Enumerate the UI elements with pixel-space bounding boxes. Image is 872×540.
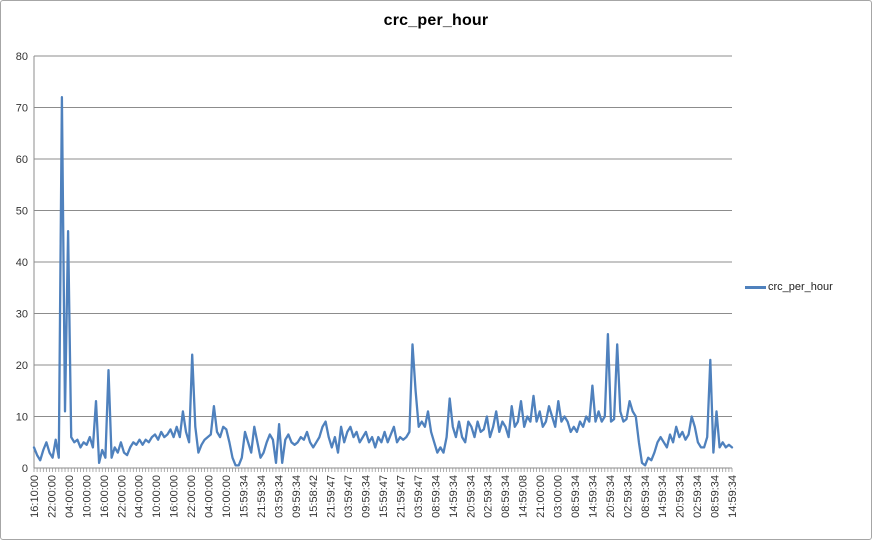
- x-axis-tick-label: 21:59:47: [395, 475, 407, 518]
- x-axis-tick-label: 04:00:00: [64, 475, 76, 518]
- x-axis-tick-label: 16:10:00: [29, 475, 41, 518]
- y-axis-tick-label: 40: [16, 257, 28, 269]
- x-axis-tick-label: 10:00:00: [81, 475, 93, 518]
- x-axis-tick-label: 03:59:47: [343, 475, 355, 518]
- legend-line-swatch: [745, 285, 766, 289]
- x-axis-tick-label: 09:59:34: [291, 475, 303, 518]
- x-axis-tick-label: 14:59:34: [657, 475, 669, 518]
- x-axis-tick-label: 21:59:47: [326, 475, 338, 518]
- x-axis-tick-label: 03:00:00: [553, 475, 565, 518]
- x-axis-tick-label: 16:00:00: [99, 475, 111, 518]
- x-axis-tick-label: 21:00:00: [535, 475, 547, 518]
- chart-title: crc_per_hour: [383, 12, 489, 29]
- y-axis-tick-label: 50: [16, 206, 28, 218]
- x-axis-tick-label: 14:59:08: [518, 475, 530, 518]
- x-axis-tick-label: 02:59:34: [483, 475, 495, 518]
- x-axis-tick-label: 02:59:34: [622, 475, 634, 518]
- y-axis-tick-label: 60: [16, 154, 28, 166]
- x-axis-tick-label: 21:59:34: [256, 475, 268, 518]
- x-axis-tick-label: 20:59:34: [605, 475, 617, 518]
- y-axis-tick-label: 20: [16, 360, 28, 372]
- x-axis-tick-label: 08:59:34: [710, 475, 722, 518]
- x-axis-tick-label: 16:00:00: [169, 475, 181, 518]
- x-axis-tick-label: 20:59:34: [675, 475, 687, 518]
- y-axis-tick-label: 10: [16, 412, 28, 424]
- x-axis-tick-label: 08:59:34: [640, 475, 652, 518]
- x-axis-tick-label: 15:59:47: [378, 475, 390, 518]
- y-axis-tick-label: 0: [22, 463, 28, 475]
- x-axis-tick-label: 14:59:34: [587, 475, 599, 518]
- x-axis-tick-label: 22:00:00: [186, 475, 198, 518]
- series-line[interactable]: [32, 96, 734, 467]
- x-axis-tick-label: 10:00:00: [151, 475, 163, 518]
- legend-label: crc_per_hour: [768, 281, 833, 293]
- x-axis-tick-label: 08:59:34: [570, 475, 582, 518]
- x-axis-tick-label: 20:59:34: [465, 475, 477, 518]
- x-axis-tick-label: 08:59:34: [500, 475, 512, 518]
- y-axis-tick-label: 30: [16, 309, 28, 321]
- x-axis-tick-label: 08:59:34: [430, 475, 442, 518]
- x-axis-tick-label: 14:59:34: [448, 475, 460, 518]
- x-axis-tick-label: 14:59:34: [727, 475, 739, 518]
- x-axis-tick-label: 02:59:34: [692, 475, 704, 518]
- x-axis-tick-label: 03:59:47: [413, 475, 425, 518]
- x-axis-tick-label: 10:00:00: [221, 475, 233, 518]
- x-axis-tick-label: 15:59:34: [238, 475, 250, 518]
- y-axis-tick-label: 80: [16, 51, 28, 63]
- x-axis-tick-label: 22:00:00: [47, 475, 59, 518]
- x-axis-tick-label: 04:00:00: [134, 475, 146, 518]
- legend[interactable]: crc_per_hour: [745, 281, 833, 293]
- x-axis-tick-label: 15:58:42: [308, 475, 320, 518]
- y-axis-tick-label: 70: [16, 103, 28, 115]
- x-axis-tick-label: 03:59:34: [273, 475, 285, 518]
- x-axis-tick-label: 22:00:00: [116, 475, 128, 518]
- x-axis-tick-label: 04:00:00: [204, 475, 216, 518]
- x-axis-tick-label: 09:59:34: [361, 475, 373, 518]
